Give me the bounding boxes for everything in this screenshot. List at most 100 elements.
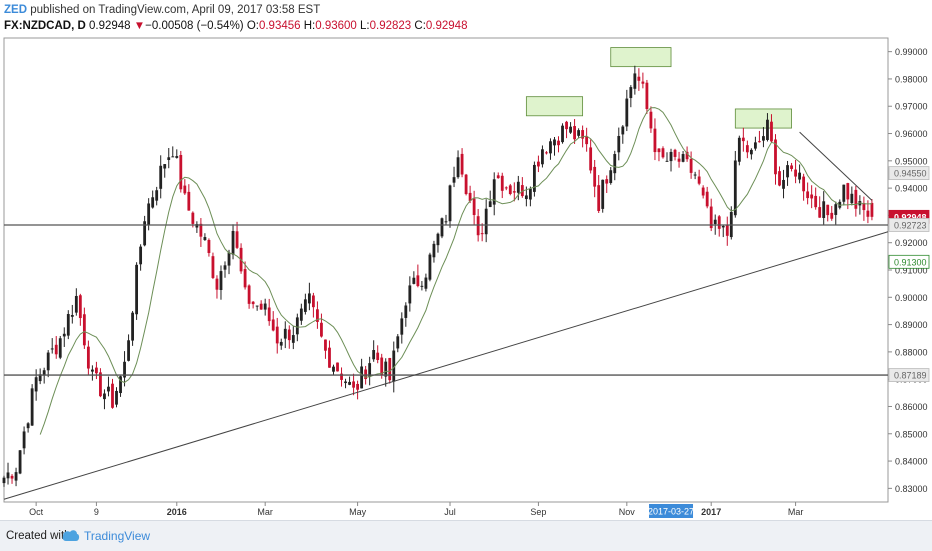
candle-body xyxy=(802,176,806,192)
candle-body xyxy=(753,142,757,149)
price-label-box xyxy=(888,368,930,382)
candle-body xyxy=(74,295,78,313)
candle xyxy=(30,384,34,426)
candle-body xyxy=(416,275,420,287)
x-tick-label: May xyxy=(349,507,367,517)
candle xyxy=(625,89,629,132)
candle xyxy=(641,72,645,89)
candle-body xyxy=(336,362,339,372)
y-tick-label: 0.95000 xyxy=(895,156,928,166)
candle-body xyxy=(794,169,797,177)
candle xyxy=(689,151,693,179)
candle xyxy=(601,179,605,213)
candle xyxy=(38,368,42,385)
candle xyxy=(557,136,560,153)
candle-body xyxy=(171,156,175,158)
candle-body xyxy=(376,352,380,360)
candle-body xyxy=(428,254,432,280)
candle xyxy=(681,150,685,163)
candle-body xyxy=(532,164,536,192)
candle-body xyxy=(364,369,368,380)
candle xyxy=(709,198,713,232)
candle-body xyxy=(456,157,460,178)
candle-body xyxy=(653,128,657,153)
candle-body xyxy=(609,170,613,184)
candle-body xyxy=(271,319,275,331)
candle-body xyxy=(2,477,6,484)
candle-body xyxy=(633,73,637,89)
candle xyxy=(207,238,211,257)
author-link[interactable]: ZED xyxy=(4,4,27,16)
candle xyxy=(593,159,597,198)
candle xyxy=(786,160,789,186)
candle xyxy=(516,175,520,201)
candle xyxy=(870,199,874,221)
candle xyxy=(432,240,436,263)
candle-body xyxy=(420,285,424,287)
candle xyxy=(444,214,448,226)
candle xyxy=(565,120,568,139)
candle-body xyxy=(251,301,255,305)
annotation-boxes[interactable] xyxy=(525,47,792,129)
candle-body xyxy=(412,277,416,284)
candle-body xyxy=(597,185,601,211)
candle-body xyxy=(601,179,605,209)
candle xyxy=(589,139,593,174)
candle-body xyxy=(247,285,251,304)
candle xyxy=(135,262,139,320)
candle xyxy=(420,281,424,291)
symbol-label[interactable]: FX:NZDCAD, D xyxy=(4,20,86,32)
candle-body xyxy=(625,98,629,127)
candle-body xyxy=(524,195,528,200)
candle-body xyxy=(223,265,227,270)
trend-line[interactable] xyxy=(3,231,889,500)
candle-body xyxy=(476,216,480,236)
candle xyxy=(745,140,749,159)
candle-body xyxy=(766,119,769,140)
candle xyxy=(227,249,231,275)
candle xyxy=(348,376,351,386)
candle-body xyxy=(862,203,866,211)
candle-body xyxy=(834,204,838,215)
trend-line[interactable] xyxy=(799,131,873,201)
time-axis[interactable]: Oct 9 2016 Mar May Jul Sep Nov 2017 Mar 2017-03-27 xyxy=(29,502,803,518)
candle xyxy=(171,146,175,158)
candle-body xyxy=(814,195,818,208)
candle-body xyxy=(528,188,532,200)
price-axis[interactable]: 0.99000 0.98000 0.97000 0.96000 0.95000 0.940… xyxy=(888,47,928,494)
candle xyxy=(211,252,215,280)
candle xyxy=(356,380,360,400)
price-chart[interactable]: 0.99000 0.98000 0.97000 0.96000 0.95000 0.940… xyxy=(0,35,932,520)
candle-body xyxy=(86,346,90,369)
price-label-box xyxy=(888,166,930,181)
candle-body xyxy=(669,151,673,162)
annotation-box[interactable] xyxy=(525,96,584,117)
candle xyxy=(669,148,673,172)
candle-body xyxy=(681,154,685,162)
candle-body xyxy=(42,370,46,376)
candle xyxy=(352,373,355,396)
annotation-box[interactable] xyxy=(610,47,672,68)
candle xyxy=(753,136,757,151)
candle-body xyxy=(705,191,709,207)
candle-body xyxy=(565,121,568,130)
candle xyxy=(822,191,826,226)
candle-body xyxy=(295,317,299,335)
candle xyxy=(103,389,106,410)
candle-body xyxy=(512,191,516,193)
tradingview-logo-icon[interactable] xyxy=(62,529,80,543)
candle xyxy=(500,172,504,199)
y-tick-label: 0.88000 xyxy=(895,347,928,357)
candle-body xyxy=(673,149,677,157)
candle-body xyxy=(581,130,585,139)
annotation-box[interactable] xyxy=(734,108,792,129)
tradingview-brand[interactable]: TradingView xyxy=(84,529,151,543)
candle xyxy=(107,376,110,397)
candle-body xyxy=(404,305,408,318)
candle-body xyxy=(500,175,504,191)
candle xyxy=(741,127,745,152)
drawn-lines[interactable] xyxy=(3,131,889,500)
candle-body xyxy=(324,339,327,351)
ohlc-line: FX:NZDCAD, D 0.92948 ▼−0.00508 (−0.54%) … xyxy=(4,20,467,32)
candle xyxy=(436,232,440,253)
